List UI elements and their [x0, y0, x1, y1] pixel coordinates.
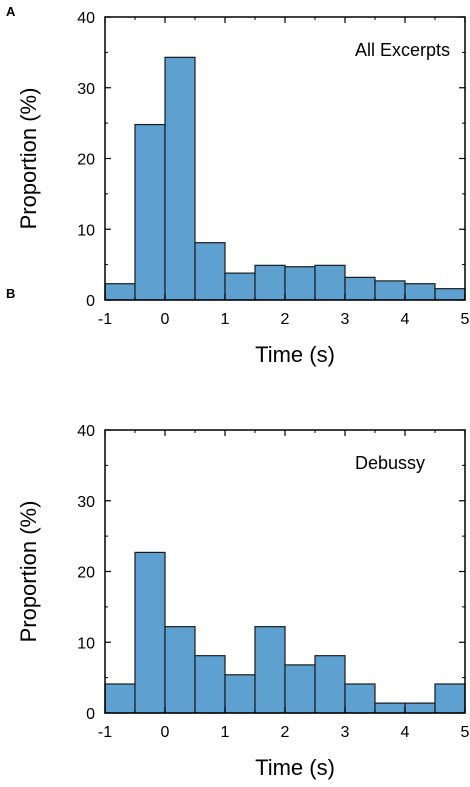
histogram-bar — [284, 266, 316, 301]
x-tick-label: 1 — [221, 311, 230, 328]
x-tick-label: -1 — [98, 311, 112, 328]
histogram-bar — [404, 702, 436, 714]
x-tick-label: 4 — [401, 311, 410, 328]
x-tick-label: 2 — [281, 724, 290, 741]
y-tick-label: 10 — [77, 222, 95, 239]
histogram-bar — [434, 683, 466, 714]
x-tick-label: 3 — [341, 724, 350, 741]
y-tick-label: 30 — [77, 81, 95, 98]
y-axis-title: Proportion (%) — [16, 501, 41, 643]
histogram-bar — [344, 276, 376, 301]
x-tick-label: 4 — [401, 724, 410, 741]
y-tick-label: 40 — [77, 10, 95, 27]
x-tick-label: 2 — [281, 311, 290, 328]
histogram-bar — [134, 123, 166, 301]
y-tick-label: 20 — [77, 152, 95, 169]
panel-annotation: Debussy — [355, 453, 425, 473]
histogram-bar — [164, 626, 196, 714]
histogram-bar — [224, 674, 256, 714]
x-tick-label: 1 — [221, 724, 230, 741]
histogram-bar — [164, 56, 196, 301]
panel-letter: A — [6, 4, 16, 19]
histogram-bar — [254, 264, 286, 301]
x-tick-label: 5 — [461, 311, 470, 328]
panel-annotation: All Excerpts — [355, 40, 450, 60]
histogram-bar — [314, 264, 346, 301]
histogram-bar — [374, 280, 406, 301]
histogram-bar — [194, 655, 226, 714]
histogram-bar — [344, 683, 376, 714]
histogram-bar — [134, 551, 166, 714]
histogram-bar — [284, 664, 316, 714]
histogram-bar — [434, 288, 466, 301]
x-tick-label: 5 — [461, 724, 470, 741]
x-axis-title: Time (s) — [255, 755, 335, 780]
x-tick-label: 0 — [161, 724, 170, 741]
histogram-bar — [224, 272, 256, 301]
panel-letter: B — [6, 286, 15, 301]
histogram-bar — [374, 702, 406, 714]
x-tick-label: 0 — [161, 311, 170, 328]
x-tick-label: 3 — [341, 311, 350, 328]
x-axis-title: Time (s) — [255, 342, 335, 367]
histogram-bar — [404, 283, 436, 301]
y-tick-label: 30 — [77, 494, 95, 511]
x-tick-label: -1 — [98, 724, 112, 741]
y-tick-label: 0 — [86, 706, 95, 723]
histogram-bar — [104, 283, 136, 301]
y-tick-label: 10 — [77, 635, 95, 652]
y-axis-title: Proportion (%) — [16, 88, 41, 230]
histogram-bar — [254, 626, 286, 714]
histogram-bar — [194, 242, 226, 301]
histogram-bar — [104, 683, 136, 714]
y-tick-label: 20 — [77, 565, 95, 582]
y-tick-label: 0 — [86, 293, 95, 310]
y-tick-label: 40 — [77, 423, 95, 440]
histogram-bar — [314, 655, 346, 714]
